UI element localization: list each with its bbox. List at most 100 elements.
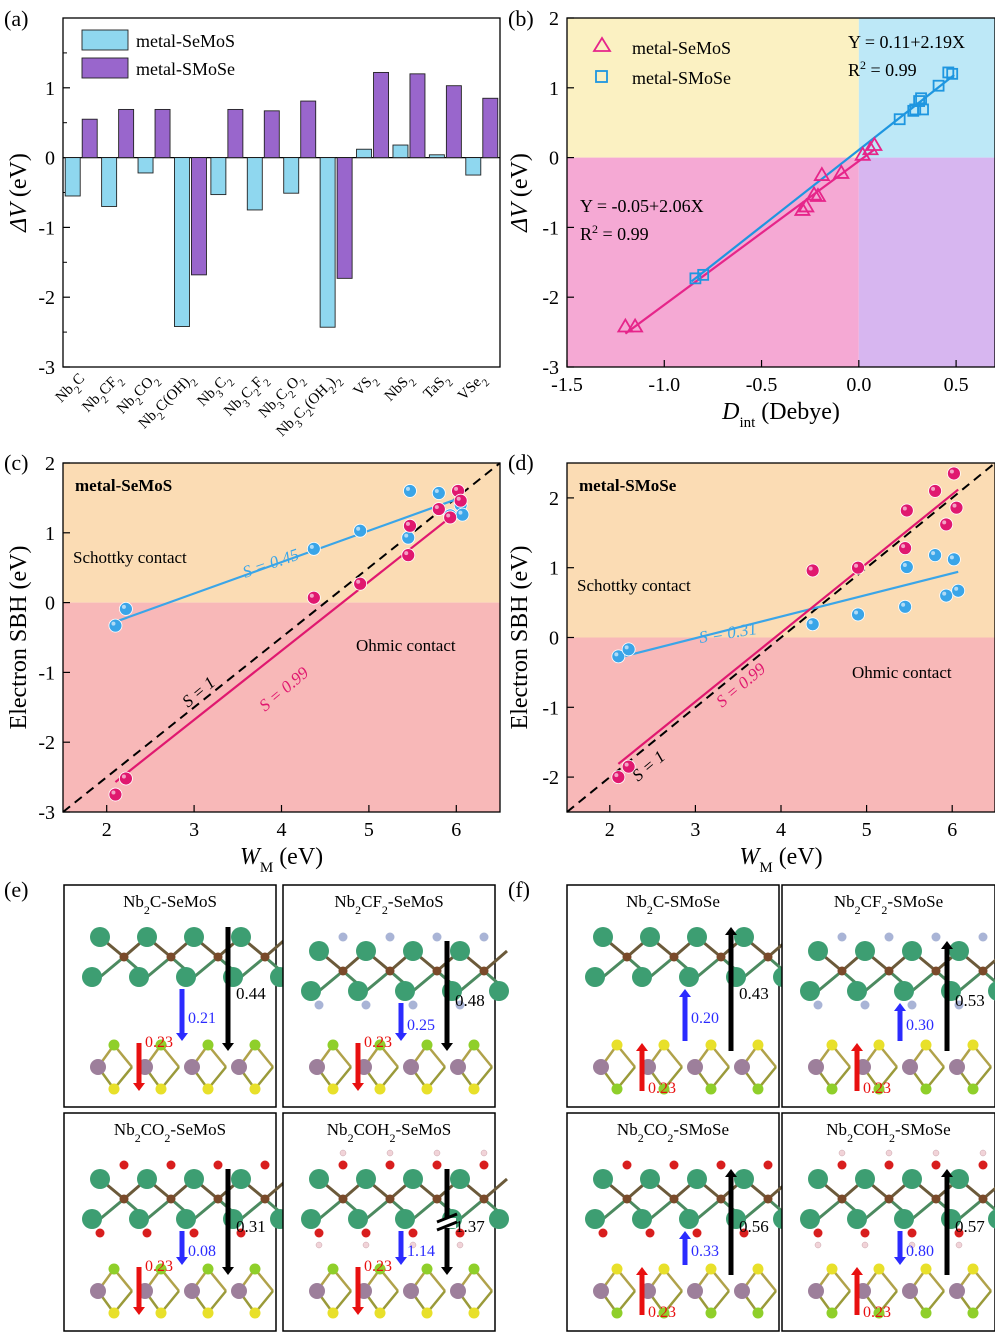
panel-label-b: (b) (508, 6, 534, 31)
nb-atom (855, 1169, 875, 1189)
bond (318, 1197, 344, 1221)
chalcogen-atom (202, 1263, 214, 1275)
quadrant-bottom-right (858, 157, 995, 367)
c-atom (837, 1194, 847, 1204)
nb-atom (902, 941, 922, 961)
termination-atom (455, 1000, 465, 1010)
termination-atom (479, 932, 489, 942)
chalcogen-atom (705, 1083, 717, 1095)
bar-metal-SeMoS-0 (64, 157, 81, 197)
termination-atom (739, 1228, 749, 1238)
c-atom (385, 966, 395, 976)
c-atom (166, 952, 176, 962)
point-triangle (797, 197, 815, 213)
arrow-head (222, 1267, 234, 1275)
chalcogen-atom (468, 1263, 480, 1275)
red-dipole-value: 0.23 (648, 1304, 676, 1321)
point-highlight (111, 621, 116, 626)
structure-f-1: Nb2CF2-SMoSe 0.30 0.23 0.53 (781, 884, 995, 1108)
point-pink (805, 563, 820, 578)
h-atom (480, 1149, 488, 1157)
h-atom (885, 1149, 893, 1157)
x-axis-label: WM (eV) (739, 844, 822, 876)
point-highlight (624, 762, 629, 767)
termination-atom (432, 932, 442, 942)
h-atom (386, 1149, 394, 1157)
arrow-head (851, 1043, 863, 1051)
chalcogen-atom (421, 1039, 433, 1051)
chalcogen-atom (108, 1083, 120, 1095)
mo-atom (593, 1283, 609, 1299)
bar-metal-SeMoS-3 (174, 157, 190, 327)
chalcogen-atom (826, 1083, 838, 1095)
fit-line-0 (624, 148, 876, 335)
nb-atom (800, 1209, 820, 1229)
arrow-head (894, 1257, 906, 1265)
point-highlight (121, 774, 126, 779)
blue-dipole-value: 0.08 (188, 1243, 216, 1260)
fit-r2-blue: R2 = 0.99 (848, 58, 917, 80)
termination-atom (931, 932, 941, 942)
panel-e-structures: Nb2C-SeMoS 0.21 0.23 0.44 Nb2CF2-SeMoS 0.25 0.… (63, 884, 509, 1332)
red-dipole-value: 0.23 (364, 1034, 392, 1051)
chalcogen-atom (327, 1307, 339, 1319)
point-highlight (434, 505, 439, 510)
nb-atom (403, 941, 423, 961)
chalcogen-atom (873, 1307, 885, 1319)
bar-metal-SeMoS-9 (392, 144, 409, 159)
y-tick-label: -1 (542, 697, 559, 719)
chalcogen-atom (155, 1039, 167, 1051)
bond (696, 1197, 722, 1221)
total-dipole-value: 1.37 (455, 1217, 485, 1236)
red-dipole-value: 0.23 (364, 1258, 392, 1275)
bar-metal-SeMoS-8 (356, 148, 372, 159)
chalcogen-atom (705, 1307, 717, 1319)
total-dipole-value: 0.53 (955, 991, 985, 1010)
chalcogen-atom (967, 1263, 979, 1275)
bond (649, 1197, 675, 1221)
chalcogen-atom (374, 1039, 386, 1051)
nb-atom (90, 927, 110, 947)
termination-atom (645, 1228, 655, 1238)
break-mark (436, 1220, 458, 1232)
point-highlight (901, 544, 906, 549)
y-tick-label: 1 (549, 558, 559, 580)
bar-metal-SMoSe-3 (191, 157, 207, 276)
fit-r2-pink: R2 = 0.99 (580, 222, 649, 244)
h-atom (433, 1149, 441, 1157)
point-blue (928, 548, 942, 563)
point-pink (403, 518, 417, 533)
arrow-head (395, 1257, 407, 1265)
mo-atom (687, 1059, 703, 1075)
point-triangle (626, 317, 644, 333)
nb-atom (894, 981, 914, 1001)
legend-label-0: metal-SeMoS (632, 38, 731, 58)
mo-atom (309, 1283, 325, 1299)
point-blue (899, 560, 914, 574)
bond (911, 969, 937, 993)
point-highlight (434, 489, 439, 494)
chalcogen-atom (611, 1083, 623, 1095)
nb-atom (301, 1209, 321, 1229)
chalcogen-atom (421, 1307, 433, 1319)
nb-atom (632, 967, 652, 987)
c-atom (763, 1194, 773, 1204)
bond (99, 955, 125, 979)
chalcogen-atom (421, 1083, 433, 1095)
panel-label-e: (e) (4, 877, 28, 902)
nb-atom (82, 967, 102, 987)
panel-a-bar-chart: -3-2-101Nb2CNb2CF2Nb2CO2Nb2C(OH)2Nb3C2Nb… (6, 17, 501, 440)
arrow-head (133, 1307, 145, 1315)
c-atom (213, 952, 223, 962)
chalcogen-atom (920, 1083, 932, 1095)
bond (602, 955, 628, 979)
bond (318, 969, 344, 993)
x-tick-label: 5 (862, 819, 872, 841)
chalcogen-atom (108, 1307, 120, 1319)
bar-metal-SMoSe-9 (409, 73, 426, 159)
nb-atom (847, 1209, 867, 1229)
arrow-head (222, 1043, 234, 1051)
x-tick-label-11: VSe2 (455, 371, 492, 408)
nb-atom (129, 967, 149, 987)
termination-atom (884, 932, 894, 942)
